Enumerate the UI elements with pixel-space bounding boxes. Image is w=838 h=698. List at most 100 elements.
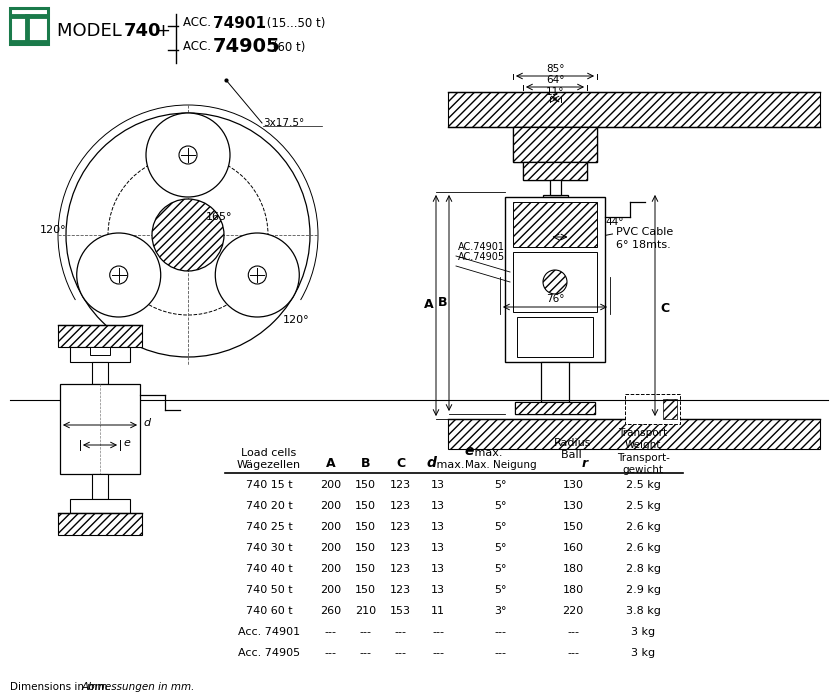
Text: 123: 123 bbox=[390, 480, 411, 490]
Bar bbox=[513, 127, 597, 162]
Text: 200: 200 bbox=[320, 480, 341, 490]
Text: Acc. 74905: Acc. 74905 bbox=[238, 648, 300, 658]
Text: PVC Cable
6° 18mts.: PVC Cable 6° 18mts. bbox=[615, 227, 673, 250]
Text: ---: --- bbox=[432, 648, 444, 658]
Text: 740 30 t: 740 30 t bbox=[246, 543, 292, 553]
Text: ---: --- bbox=[494, 627, 506, 637]
Text: 2.5 kg: 2.5 kg bbox=[625, 501, 660, 511]
Text: 200: 200 bbox=[320, 522, 341, 532]
Bar bbox=[90, 347, 110, 355]
Text: ---: --- bbox=[432, 627, 444, 637]
Text: ---: --- bbox=[395, 648, 406, 658]
Text: A: A bbox=[326, 457, 335, 470]
Text: 2.9 kg: 2.9 kg bbox=[625, 585, 660, 595]
Text: B: B bbox=[437, 297, 447, 309]
Bar bbox=[517, 317, 593, 357]
Bar bbox=[92, 362, 108, 384]
Text: ---: --- bbox=[360, 648, 371, 658]
Text: 200: 200 bbox=[320, 564, 341, 574]
Text: C: C bbox=[396, 457, 405, 470]
Circle shape bbox=[543, 270, 567, 294]
Bar bbox=[541, 362, 569, 402]
Text: 64°: 64° bbox=[546, 75, 564, 85]
Bar bbox=[60, 384, 140, 474]
Text: 180: 180 bbox=[562, 564, 583, 574]
Text: Transport
Weight
Transport-
gewicht: Transport Weight Transport- gewicht bbox=[617, 428, 670, 475]
Text: 123: 123 bbox=[390, 522, 411, 532]
Text: 165°: 165° bbox=[206, 212, 232, 222]
Text: 13: 13 bbox=[431, 543, 445, 553]
Circle shape bbox=[77, 233, 161, 317]
Bar bbox=[513, 252, 597, 312]
Bar bbox=[70, 499, 130, 513]
Bar bbox=[523, 162, 587, 180]
Text: 200: 200 bbox=[320, 585, 341, 595]
Text: 3 kg: 3 kg bbox=[631, 627, 655, 637]
Bar bbox=[58, 513, 142, 535]
Text: 210: 210 bbox=[355, 606, 376, 616]
Text: 2.8 kg: 2.8 kg bbox=[625, 564, 660, 574]
Bar bbox=[505, 197, 605, 362]
Text: 3 kg: 3 kg bbox=[631, 648, 655, 658]
Text: ---: --- bbox=[360, 627, 371, 637]
Text: C: C bbox=[660, 302, 669, 315]
Bar bbox=[448, 92, 820, 127]
Text: 2.5 kg: 2.5 kg bbox=[625, 480, 660, 490]
Bar bbox=[10, 8, 48, 44]
Text: 74905: 74905 bbox=[213, 38, 281, 57]
Bar bbox=[513, 127, 597, 162]
Text: ---: --- bbox=[494, 648, 506, 658]
Text: AC.74905: AC.74905 bbox=[458, 252, 505, 262]
Text: 44°: 44° bbox=[606, 217, 624, 227]
Text: 5°: 5° bbox=[494, 543, 507, 553]
Circle shape bbox=[215, 233, 299, 317]
Text: e: e bbox=[123, 438, 130, 448]
Text: 130: 130 bbox=[562, 501, 583, 511]
Bar bbox=[515, 402, 595, 414]
Bar bbox=[513, 202, 597, 247]
Text: 11°: 11° bbox=[546, 87, 564, 97]
Text: 3x17.5°: 3x17.5° bbox=[263, 118, 304, 128]
Text: max.: max. bbox=[471, 448, 503, 458]
Text: 123: 123 bbox=[390, 564, 411, 574]
Text: 11: 11 bbox=[431, 606, 445, 616]
Text: Radius
Ball: Radius Ball bbox=[554, 438, 592, 460]
Text: r: r bbox=[582, 457, 588, 470]
Text: 3°: 3° bbox=[494, 606, 507, 616]
Text: 740 15 t: 740 15 t bbox=[246, 480, 292, 490]
Text: 740 60 t: 740 60 t bbox=[246, 606, 292, 616]
Bar bbox=[550, 180, 561, 195]
Text: ACC.: ACC. bbox=[183, 17, 215, 29]
Bar bbox=[515, 402, 595, 414]
Text: 5°: 5° bbox=[494, 501, 507, 511]
Bar bbox=[448, 419, 820, 449]
Circle shape bbox=[152, 199, 224, 271]
Text: d: d bbox=[143, 418, 150, 428]
Text: AC.74901: AC.74901 bbox=[458, 242, 505, 252]
Text: 740 40 t: 740 40 t bbox=[246, 564, 292, 574]
Text: 123: 123 bbox=[390, 585, 411, 595]
Text: Max. Neigung: Max. Neigung bbox=[465, 460, 536, 470]
Circle shape bbox=[66, 113, 310, 357]
Text: ---: --- bbox=[567, 648, 579, 658]
Text: 740 25 t: 740 25 t bbox=[246, 522, 292, 532]
Text: 150: 150 bbox=[562, 522, 583, 532]
Text: Dimensions in mm.: Dimensions in mm. bbox=[10, 682, 114, 692]
Text: ---: --- bbox=[324, 648, 337, 658]
Text: 160: 160 bbox=[562, 543, 583, 553]
Text: +: + bbox=[155, 22, 170, 40]
Text: Acc. 74901: Acc. 74901 bbox=[238, 627, 300, 637]
Text: 740: 740 bbox=[124, 22, 162, 40]
Text: 2.6 kg: 2.6 kg bbox=[625, 522, 660, 532]
Text: (60 t): (60 t) bbox=[269, 40, 305, 54]
Text: ACC.: ACC. bbox=[183, 40, 215, 54]
Text: 85°: 85° bbox=[546, 64, 564, 74]
Text: d: d bbox=[426, 456, 436, 470]
Text: 130: 130 bbox=[562, 480, 583, 490]
Text: 120°: 120° bbox=[40, 225, 67, 235]
Text: Abmessungen in mm.: Abmessungen in mm. bbox=[82, 682, 195, 692]
Text: ---: --- bbox=[324, 627, 337, 637]
Text: max.: max. bbox=[433, 460, 464, 470]
Text: 150: 150 bbox=[355, 480, 376, 490]
Text: 76°: 76° bbox=[546, 294, 564, 304]
